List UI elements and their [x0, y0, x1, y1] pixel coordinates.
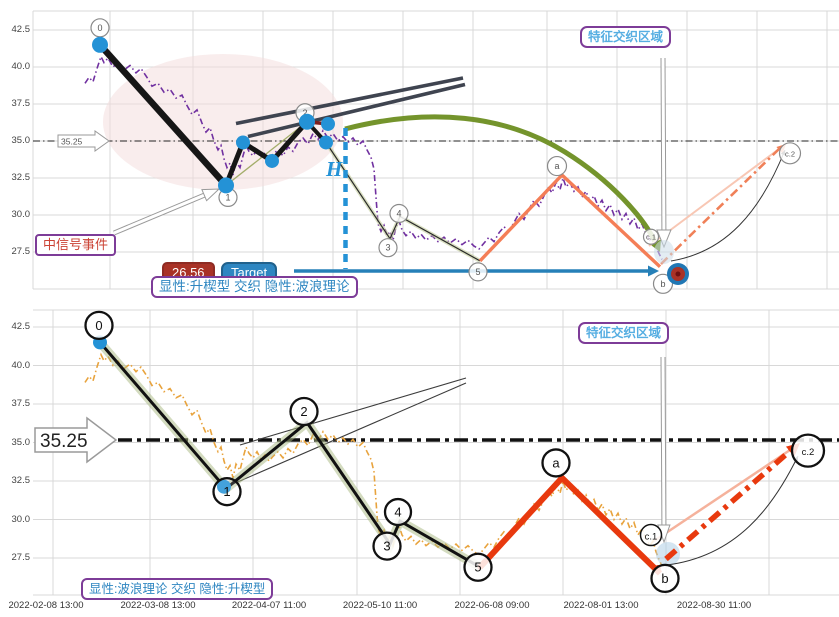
ref-price-arrow-bottom — [34, 416, 118, 464]
y-tick-label-top: 32.5 — [11, 172, 31, 183]
svg-text:0: 0 — [95, 318, 102, 333]
wave-marker-b-top[interactable] — [652, 273, 674, 294]
wave-marker-c.2-bottom[interactable] — [790, 433, 826, 468]
wave-marker-5-top[interactable] — [468, 262, 488, 282]
wave-0-5-bottom — [98, 341, 481, 569]
wave-marker-2-bottom[interactable] — [289, 396, 319, 427]
y-tick-label-bottom: 30.0 — [11, 513, 31, 525]
drag-handle[interactable] — [218, 177, 234, 194]
wave-0-1-top — [97, 42, 229, 188]
green-arc — [344, 114, 660, 248]
drag-handle[interactable] — [265, 153, 279, 168]
svg-text:a: a — [552, 455, 560, 470]
y-tick-label-bottom: 42.5 — [11, 321, 31, 332]
wave-marker-c.1-bottom[interactable] — [639, 523, 663, 547]
y-tick-label-bottom: 37.5 — [11, 398, 31, 409]
wave-marker-3-bottom[interactable] — [372, 531, 402, 561]
y-tick-label-top: 40.0 — [11, 61, 31, 72]
svg-text:5: 5 — [475, 267, 480, 277]
model-label-top: 显性:升楔型 交织 隐性:波浪理论 — [151, 276, 358, 298]
wave-marker-0-bottom[interactable] — [84, 310, 114, 341]
h-marker: H — [325, 157, 343, 181]
drag-handle[interactable] — [236, 135, 250, 150]
ref-price-arrow-top — [57, 130, 110, 152]
drag-handle[interactable] — [319, 135, 333, 150]
svg-text:1: 1 — [223, 484, 230, 499]
svg-text:2: 2 — [302, 108, 307, 118]
wave-marker-c.1-top[interactable] — [642, 228, 660, 245]
price-line-bottom — [84, 352, 663, 567]
model-label-bottom: 显性:波浪理论 交织 隐性:升楔型 — [81, 578, 274, 600]
y-tick-label-bottom: 27.5 — [11, 552, 31, 563]
x-tick-label: 2022-08-01 13:00 — [563, 600, 639, 611]
abc-wave-top — [478, 172, 662, 269]
x-tick-label: 2022-06-08 09:00 — [454, 600, 530, 611]
focus-ellipse — [103, 54, 343, 190]
drag-handle[interactable] — [321, 116, 335, 131]
abc-wave-bottom — [477, 473, 663, 576]
y-tick-label-bottom: 32.5 — [11, 475, 31, 486]
svg-text:c.2: c.2 — [802, 447, 815, 458]
wave-marker-a-top[interactable] — [546, 155, 568, 177]
wave-marker-a-bottom[interactable] — [541, 448, 571, 478]
x-tick-label: 2022-08-30 11:00 — [676, 600, 752, 611]
x-tick-label: 2022-03-08 13:00 — [120, 600, 196, 611]
price-line-top — [84, 54, 663, 260]
drag-handle[interactable] — [92, 36, 108, 53]
wave-marker-b-bottom[interactable] — [650, 563, 680, 594]
wave-marker-c.2-top[interactable] — [778, 142, 802, 165]
svg-text:4: 4 — [396, 208, 401, 218]
white-arrow-head — [201, 188, 221, 202]
signal-event-label: 中信号事件 — [35, 234, 117, 256]
ref-price-top: 35.25 — [61, 137, 83, 147]
wave-marker-3-top[interactable] — [378, 238, 398, 258]
svg-text:4: 4 — [394, 505, 401, 520]
drag-handle[interactable] — [217, 479, 231, 494]
svg-text:c.1: c.1 — [646, 233, 656, 242]
y-tick-label-top: 37.5 — [11, 98, 31, 109]
feature-zone-label-bottom: 特征交织区域 — [578, 322, 670, 344]
svg-text:5: 5 — [474, 560, 481, 575]
y-tick-label-top: 35.0 — [11, 135, 31, 146]
y-tick-label-top: 30.0 — [11, 209, 31, 220]
svg-text:a: a — [554, 161, 559, 171]
svg-text:c.2: c.2 — [785, 149, 795, 158]
x-tick-label: 2022-04-07 11:00 — [231, 600, 307, 611]
svg-text:c.1: c.1 — [645, 532, 658, 543]
svg-text:b: b — [660, 279, 665, 289]
y-tick-label-bottom: 35.0 — [11, 436, 31, 448]
svg-text:3: 3 — [383, 539, 390, 554]
wave-marker-4-top[interactable] — [389, 203, 409, 224]
wave-marker-5-bottom[interactable] — [463, 552, 493, 582]
wave-marker-1-bottom[interactable] — [212, 477, 242, 507]
wave-marker-4-bottom[interactable] — [383, 497, 413, 527]
y-tick-label-top: 42.5 — [11, 24, 31, 35]
y-tick-label-top: 27.5 — [11, 246, 31, 257]
drag-handle[interactable] — [299, 113, 315, 130]
white-arrow-head — [656, 229, 672, 249]
y-tick-label-bottom: 40.0 — [11, 359, 31, 371]
svg-text:2: 2 — [300, 404, 307, 419]
ref-price-bottom: 35.25 — [40, 431, 88, 452]
svg-text:3: 3 — [385, 243, 390, 253]
feature-zone-label-top: 特征交织区域 — [580, 26, 672, 48]
svg-text:0: 0 — [97, 23, 102, 33]
svg-text:b: b — [661, 571, 668, 586]
x-tick-label: 2022-02-08 13:00 — [8, 600, 84, 611]
svg-text:1: 1 — [225, 192, 230, 202]
x-tick-label: 2022-05-10 11:00 — [342, 600, 418, 611]
